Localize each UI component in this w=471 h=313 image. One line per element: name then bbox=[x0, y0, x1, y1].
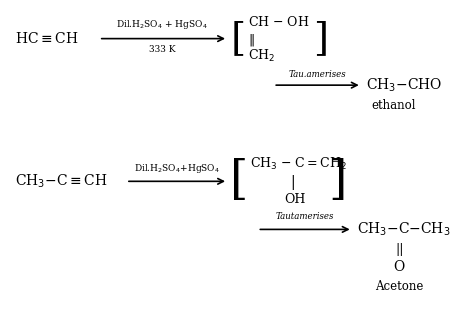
Text: CH$_2$: CH$_2$ bbox=[248, 48, 276, 64]
Text: Tautamerises: Tautamerises bbox=[276, 213, 334, 222]
Text: |: | bbox=[291, 175, 295, 190]
Text: ethanol: ethanol bbox=[371, 99, 415, 111]
Text: ||: || bbox=[395, 243, 404, 256]
Text: CH$_3$ $-$ C$=$CH$_2$: CH$_3$ $-$ C$=$CH$_2$ bbox=[250, 156, 347, 172]
Text: Dil.H$_2$SO$_4$+HgSO$_4$: Dil.H$_2$SO$_4$+HgSO$_4$ bbox=[134, 162, 220, 175]
Text: HC$\equiv$CH: HC$\equiv$CH bbox=[15, 31, 79, 46]
Text: ]: ] bbox=[313, 20, 328, 57]
Text: [: [ bbox=[230, 20, 245, 57]
Text: CH$_3$$-$C$-$CH$_3$: CH$_3$$-$C$-$CH$_3$ bbox=[357, 221, 451, 238]
Text: [: [ bbox=[230, 159, 249, 204]
Text: 333 K: 333 K bbox=[149, 45, 176, 54]
Text: OH: OH bbox=[284, 193, 306, 207]
Text: O: O bbox=[394, 259, 405, 274]
Text: CH$_3$$-$C$\equiv$CH: CH$_3$$-$C$\equiv$CH bbox=[15, 172, 107, 190]
Text: CH $-$ OH: CH $-$ OH bbox=[248, 14, 310, 28]
Text: Tau.amerises: Tau.amerises bbox=[288, 70, 346, 79]
Text: CH$_3$$-$CHO: CH$_3$$-$CHO bbox=[366, 76, 442, 94]
Text: Acetone: Acetone bbox=[375, 280, 423, 293]
Text: $\|$: $\|$ bbox=[248, 32, 255, 48]
Text: ]: ] bbox=[329, 159, 347, 204]
Text: Dil.H$_2$SO$_4$ + HgSO$_4$: Dil.H$_2$SO$_4$ + HgSO$_4$ bbox=[116, 18, 208, 31]
